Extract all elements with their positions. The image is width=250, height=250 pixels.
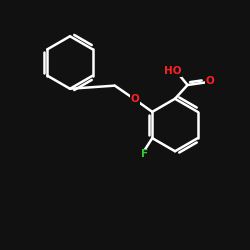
Text: F: F: [141, 149, 148, 160]
Text: O: O: [206, 76, 214, 86]
Text: HO: HO: [164, 66, 181, 76]
Text: O: O: [130, 94, 139, 104]
